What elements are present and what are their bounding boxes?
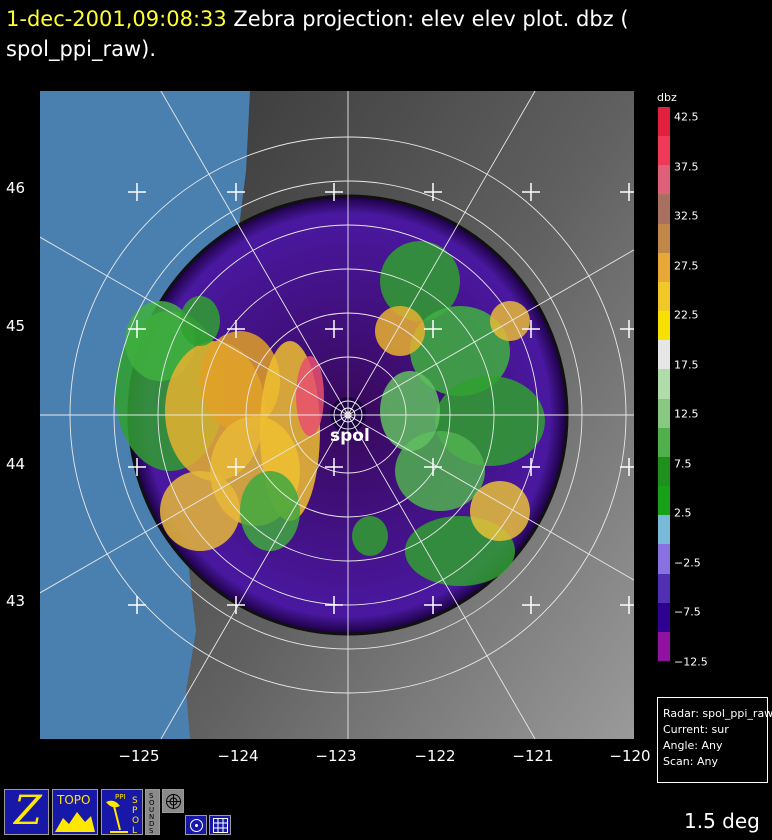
lon-label: −125 (118, 747, 160, 765)
echo-region (125, 301, 195, 381)
legend-swatch (658, 544, 670, 575)
spol-label: SPOL (132, 796, 140, 836)
legend-tick-label: −12.5 (674, 655, 708, 668)
info-scan: Scan: Any (663, 755, 718, 768)
legend-tick-label: 17.5 (674, 358, 699, 371)
legend-tick-label: 27.5 (674, 259, 699, 272)
echo-region (160, 471, 240, 551)
ppi-label: PPI (115, 793, 126, 801)
echo-region (395, 431, 485, 511)
legend-tick-label: −7.5 (674, 605, 701, 619)
legend-swatch (658, 252, 670, 283)
mountain-icon (55, 812, 95, 832)
legend-tick-label: 7.5 (674, 457, 692, 470)
legend-tick-label: 2.5 (674, 506, 692, 520)
grid-icon (213, 818, 228, 833)
zebra-button[interactable]: Z (4, 788, 49, 835)
lat-label: 44 (6, 455, 26, 473)
info-angle: Angle: Any (663, 739, 723, 752)
azimuth-spoke (347, 414, 634, 581)
radar-label: spol (330, 426, 370, 446)
topo-label: TOPO (57, 793, 91, 807)
radar-dish-icon (106, 800, 128, 833)
echo-region (352, 516, 388, 556)
title-timestamp: 1-dec-2001,09:08:33 (6, 7, 227, 31)
legend-swatch (658, 486, 670, 516)
legend-swatch (658, 369, 670, 400)
lon-label: −120 (609, 747, 651, 765)
legend-tick-label: 22.5 (674, 308, 699, 322)
info-current: Current: sur (663, 723, 729, 736)
legend-swatch (658, 223, 670, 254)
echo-region (470, 481, 530, 541)
ppi-spol-button[interactable]: PPI SPOL (101, 789, 143, 836)
azimuth-spoke (347, 414, 536, 739)
zebra-z-icon: Z (14, 788, 42, 834)
echo-region (200, 331, 280, 431)
grid-button[interactable] (209, 815, 231, 835)
info-box: Radar: spol_ppi_raw Current: sur Angle: … (657, 697, 772, 783)
legend-swatch (658, 136, 670, 166)
target-icon (190, 819, 203, 832)
azimuth-spoke (347, 91, 536, 416)
legend-swatch (658, 107, 670, 137)
compass-button[interactable] (162, 789, 184, 813)
legend-swatch (658, 281, 670, 312)
azimuth-spoke (347, 249, 634, 416)
echo-region (296, 356, 324, 436)
legend-tick-label: 37.5 (674, 160, 699, 173)
lon-label: −121 (512, 747, 554, 765)
info-radar: Radar: spol_ppi_raw (663, 707, 772, 720)
lon-label: −124 (217, 747, 259, 765)
legend-swatch (658, 311, 670, 341)
legend-swatch (658, 340, 670, 370)
lat-label: 43 (6, 592, 26, 610)
legend-tick-label: −2.5 (674, 556, 701, 569)
legend-swatch (658, 194, 670, 225)
color-legend (658, 107, 670, 662)
title-text-line2: spol_ppi_raw). (6, 37, 156, 61)
sounds-button[interactable]: SOUNDS (145, 789, 160, 835)
echo-region (380, 241, 460, 321)
title-text: Zebra projection: elev elev plot. dbz ( (226, 7, 629, 31)
legend-swatch (658, 515, 670, 545)
azimuth-spoke (160, 414, 349, 739)
sounds-label: SOUNDS (149, 792, 155, 835)
lat-label: 46 (6, 179, 26, 197)
radar-plot[interactable]: spol (40, 91, 634, 739)
echo-region (240, 471, 300, 551)
legend-swatch (658, 398, 670, 429)
overlay-button[interactable] (185, 815, 207, 835)
legend-swatch (658, 573, 670, 604)
azimuth-spoke (160, 91, 349, 416)
legend-tick-label: 42.5 (674, 110, 699, 124)
legend-tick-label: 12.5 (674, 407, 699, 421)
legend-swatch (658, 165, 670, 195)
echo-region (180, 296, 220, 346)
compass-icon (166, 794, 181, 809)
legend-title: dbz (657, 91, 677, 104)
legend-swatch (658, 631, 670, 662)
topo-button[interactable]: TOPO (52, 789, 98, 835)
lon-label: −123 (315, 747, 357, 765)
echo-region (375, 306, 425, 356)
legend-tick-label: 32.5 (674, 209, 699, 223)
window-title: 1-dec-2001,09:08:33 Zebra projection: el… (6, 4, 766, 64)
radar-site-marker (340, 407, 356, 423)
azimuth-spoke (40, 414, 349, 594)
legend-swatch (658, 456, 670, 487)
lat-label: 45 (6, 317, 26, 335)
legend-swatch (658, 427, 670, 458)
lon-label: −122 (414, 747, 456, 765)
echo-region (380, 371, 440, 451)
elevation-status: 1.5 deg (684, 809, 760, 833)
azimuth-spoke (40, 236, 349, 416)
legend-swatch (658, 602, 670, 633)
